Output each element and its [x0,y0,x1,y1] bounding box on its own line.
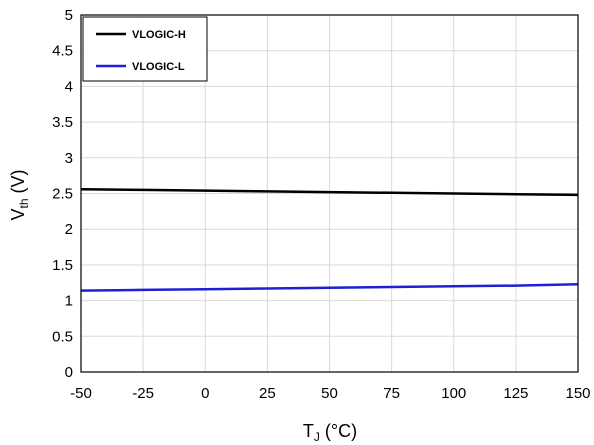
series-lines [80,187,579,292]
legend: VLOGIC-H VLOGIC-L [82,16,208,82]
x-tick-label: 50 [321,385,338,402]
y-tick-label: 5 [65,7,73,24]
y-tick-label: 1.5 [52,257,73,274]
grid [80,14,579,373]
plot-frame [80,14,579,373]
legend-label-vlogic-h: VLOGIC-H [132,29,186,41]
x-tick-label: 150 [565,385,590,402]
series-line-vlogic-l [80,282,579,292]
y-tick-label: 1 [65,293,73,310]
y-tick-label: 4.5 [52,43,73,60]
x-tick-label: -50 [70,385,92,402]
y-tick-label: 3 [65,150,73,167]
x-tick-label: 100 [441,385,466,402]
x-tick-label: 0 [201,385,209,402]
legend-box [82,16,208,82]
x-axis-title: TJ (°C) [303,421,357,444]
y-tick-label: 0 [65,364,73,381]
x-tick-label: 25 [259,385,276,402]
legend-label-vlogic-l: VLOGIC-L [132,61,185,73]
y-tick-label: 3.5 [52,114,73,131]
x-tick-label: -25 [132,385,154,402]
x-tick-label: 125 [503,385,528,402]
x-tick-label: 75 [383,385,400,402]
y-tick-labels: 0 0.5 1 1.5 2 2.5 3 3.5 4 4.5 5 [52,7,73,381]
y-axis-title: Vth (V) [8,169,31,220]
y-tick-label: 4 [65,78,73,95]
x-tick-labels: -50 -25 0 25 50 75 100 125 150 [70,385,590,402]
y-tick-label: 0.5 [52,328,73,345]
y-tick-label: 2.5 [52,186,73,203]
y-tick-label: 2 [65,221,73,238]
series-line-vlogic-h [80,187,579,197]
